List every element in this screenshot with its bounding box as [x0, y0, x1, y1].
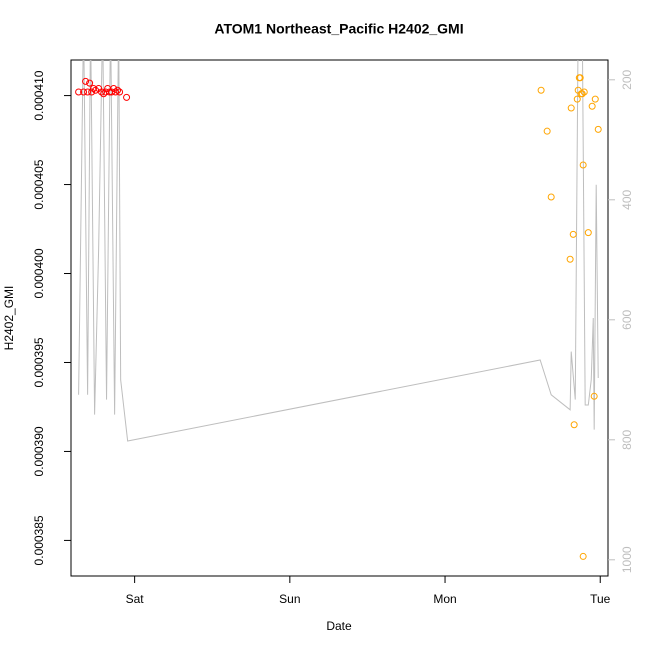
- data-point: [570, 421, 578, 429]
- data-point: [547, 193, 555, 201]
- data-point: [578, 90, 586, 98]
- data-point: [116, 88, 124, 96]
- data-point: [110, 84, 118, 92]
- data-point: [86, 79, 94, 87]
- data-point: [569, 230, 577, 238]
- plot-frame: [70, 59, 609, 577]
- y2-tick-label: 800: [620, 429, 634, 449]
- y-tick-label: 0.000395: [32, 337, 46, 387]
- data-point: [567, 104, 575, 112]
- chart-title: ATOM1 Northeast_Pacific H2402_GMI: [214, 21, 463, 37]
- x-tick-label: Sat: [126, 592, 145, 606]
- data-point: [594, 125, 602, 133]
- data-point: [123, 93, 131, 101]
- data-point: [543, 127, 551, 135]
- data-point: [580, 88, 588, 96]
- x-tick-label: Mon: [433, 592, 456, 606]
- y-axis-label: H2402_GMI: [2, 286, 16, 351]
- data-point: [80, 88, 88, 96]
- y2-tick-label: 600: [620, 309, 634, 329]
- data-point: [114, 86, 122, 94]
- data-point: [75, 88, 83, 96]
- y-tick-label: 0.000410: [32, 70, 46, 120]
- data-point: [98, 88, 106, 96]
- pressure-line: [78, 60, 599, 442]
- data-point: [584, 229, 592, 237]
- y2-tick-label: 200: [620, 69, 634, 89]
- x-tick-label: Sun: [279, 592, 300, 606]
- data-point: [590, 392, 598, 400]
- y-tick-label: 0.000385: [32, 515, 46, 565]
- y2-tick-label: 400: [620, 189, 634, 209]
- y-tick-label: 0.000400: [32, 248, 46, 298]
- data-point: [537, 86, 545, 94]
- data-point: [88, 88, 96, 96]
- line-layer: [78, 60, 599, 442]
- y-tick-label: 0.000405: [32, 159, 46, 209]
- data-point: [100, 90, 108, 98]
- data-point: [579, 552, 587, 560]
- data-point: [579, 161, 587, 169]
- x-tick-label: Tue: [590, 592, 611, 606]
- data-point: [573, 95, 581, 103]
- data-point: [84, 88, 92, 96]
- data-point: [82, 77, 90, 85]
- point-layer: [75, 74, 602, 560]
- data-point: [90, 84, 98, 92]
- data-point: [566, 255, 574, 263]
- x-axis-label: Date: [326, 619, 352, 633]
- y2-tick-label: 1000: [620, 546, 634, 573]
- y-tick-label: 0.000390: [32, 426, 46, 476]
- data-point: [576, 74, 584, 82]
- data-point: [112, 88, 120, 96]
- data-point: [591, 95, 599, 103]
- data-point: [588, 102, 596, 110]
